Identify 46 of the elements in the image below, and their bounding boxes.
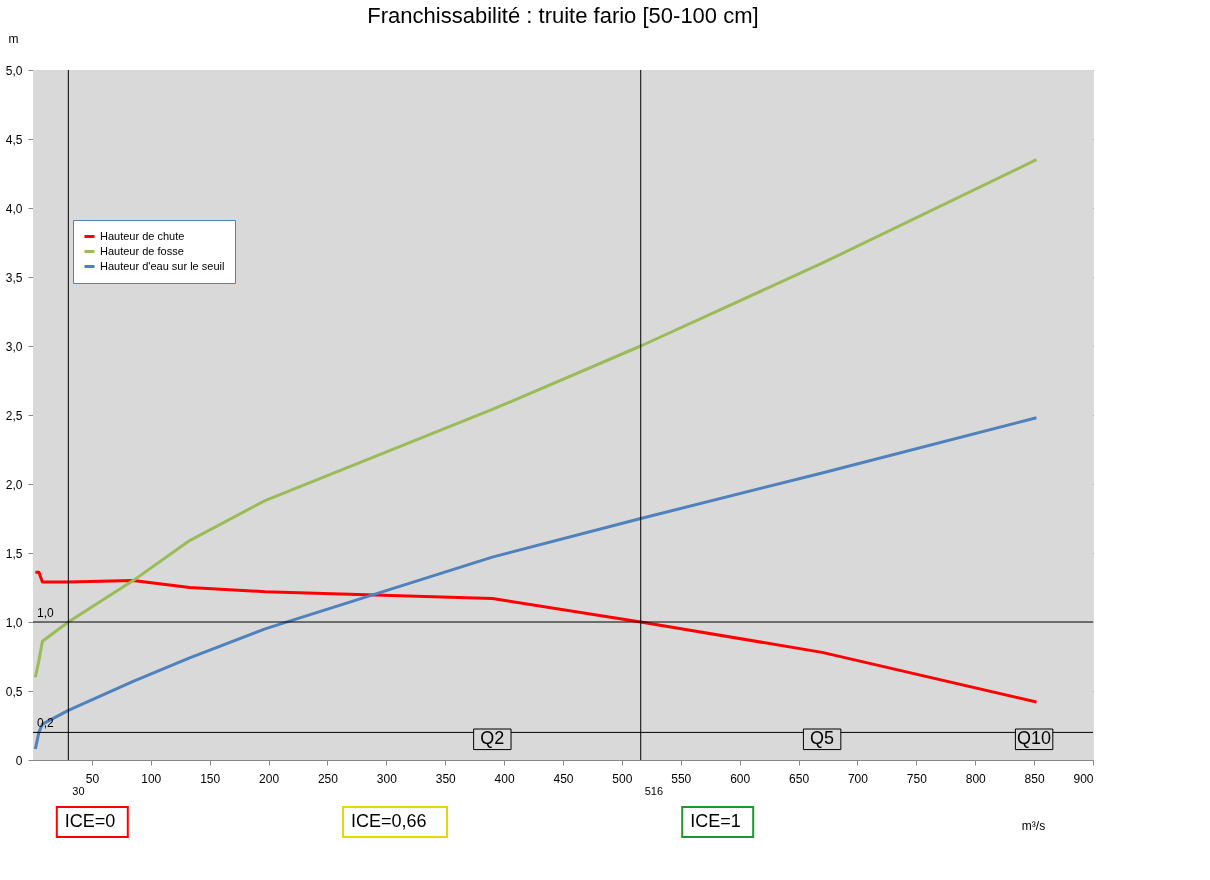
x-tick-label: 600 <box>730 771 751 786</box>
legend-label: Hauteur d'eau sur le seuil <box>100 259 225 272</box>
y-tick-label: 4,0 <box>5 201 23 216</box>
annotation: Q2 <box>480 728 505 749</box>
x-tick-label: 650 <box>789 771 810 786</box>
line-series <box>33 570 1038 704</box>
x-tick-label: 150 <box>200 771 221 786</box>
text: ICE=1 <box>690 811 741 831</box>
x-tick-label: 300 <box>376 771 398 786</box>
y-tick-label: 0,5 <box>5 684 23 699</box>
x-tick-label: 500 <box>612 771 633 786</box>
annotation: Q10 <box>1017 728 1052 749</box>
x-axis-title: m³/s <box>1021 818 1046 833</box>
ref-line-label: 1,0 <box>37 606 55 620</box>
x-tick-label: 350 <box>435 771 457 786</box>
y-tick-label: 2,5 <box>5 408 23 423</box>
chart-title: Franchissabilité : truite fario [50-100 cm] <box>367 3 759 28</box>
text: ICE=0 <box>64 811 116 831</box>
x-tick-label: 550 <box>671 771 692 786</box>
x-tick-label: 800 <box>965 771 987 786</box>
y-axis-title: m <box>8 31 19 46</box>
y-tick-label: 3,0 <box>5 339 23 354</box>
y-tick-label: 1,0 <box>5 615 23 630</box>
x-tick-label: 200 <box>259 771 280 786</box>
x-tick-label: 400 <box>494 771 515 786</box>
y-tick-label: 1,5 <box>5 546 23 561</box>
ref-line-label: 30 <box>72 785 85 797</box>
y-tick-label: 3,5 <box>5 270 23 285</box>
y-tick-label: 0 <box>15 753 23 768</box>
y-tick-label: 5,0 <box>5 63 23 78</box>
x-tick-label: 700 <box>847 771 869 786</box>
x-tick-label: 750 <box>906 771 928 786</box>
annotation: Q5 <box>810 728 835 749</box>
legend-label: Hauteur de chute <box>100 229 185 242</box>
legend-label: Hauteur de fosse <box>100 244 184 257</box>
x-tick-label: 850 <box>1024 771 1045 786</box>
x-tick-label: 450 <box>553 771 574 786</box>
x-tick-label: 900 <box>1073 771 1094 786</box>
x-tick-label: 50 <box>85 771 100 786</box>
x-tick-label: 100 <box>141 771 162 786</box>
y-tick-label: 2,0 <box>5 477 23 492</box>
ref-line-label: 516 <box>644 785 664 797</box>
y-tick-label: 4,5 <box>5 132 23 147</box>
line-series <box>33 158 1038 679</box>
text: ICE=0,66 <box>351 811 427 831</box>
x-tick-label: 250 <box>317 771 339 786</box>
